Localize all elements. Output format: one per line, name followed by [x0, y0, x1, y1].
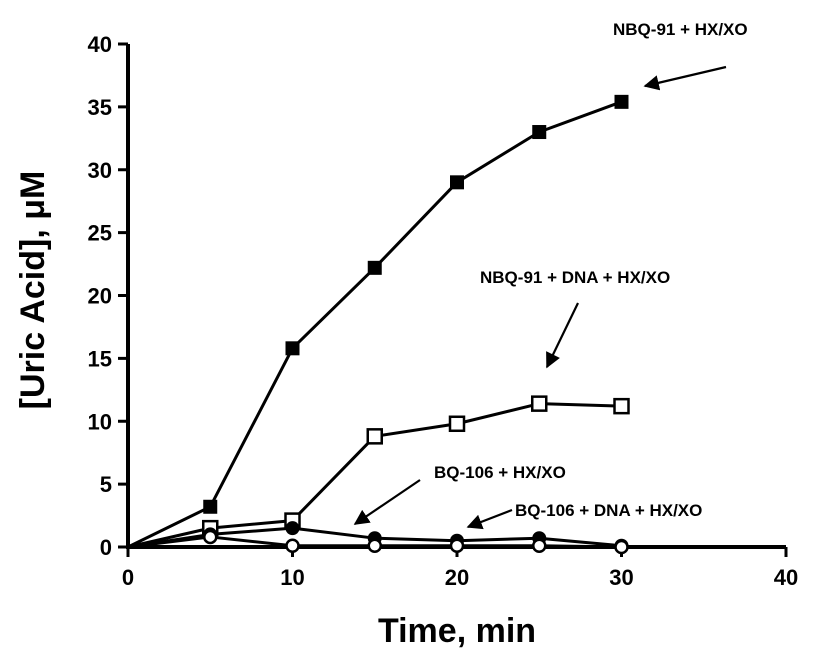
data-point [613, 397, 630, 415]
annotation-bq106-dna-hxxo: BQ-106 + DNA + HX/XO [515, 501, 702, 520]
annotation-bq106-hxxo: BQ-106 + HX/XO [434, 463, 566, 482]
annotation-nbq91-dna-hxxo: NBQ-91 + DNA + HX/XO [480, 268, 670, 287]
arrow-bq106-hxxo [353, 479, 421, 525]
x-tick-label: 0 [122, 565, 134, 590]
y-tick-label: 15 [88, 346, 112, 371]
data-point [285, 538, 300, 553]
data-point [285, 521, 300, 536]
series-0 [127, 94, 629, 549]
series-3 [127, 529, 629, 555]
series-layer [127, 94, 630, 555]
y-tick-label: 30 [88, 158, 112, 183]
y-axis-title: [Uric Acid], μM [14, 171, 52, 410]
data-point [203, 499, 218, 514]
data-point [448, 415, 466, 433]
data-point [614, 94, 629, 109]
data-point [367, 260, 382, 275]
data-point [532, 125, 547, 140]
data-point [366, 428, 383, 445]
y-tick-label: 35 [88, 95, 112, 120]
y-tick-label: 5 [100, 472, 112, 497]
y-tick-label: 10 [88, 409, 112, 434]
y-tick-label: 0 [100, 535, 112, 560]
arrow-bq106-dna-hxxo [466, 508, 513, 530]
y-tick-label: 20 [88, 284, 112, 309]
data-point [531, 395, 548, 412]
arrow-nbq91-hxxo [643, 65, 727, 91]
x-tick-label: 40 [774, 565, 798, 590]
annotation-nbq91-hxxo: NBQ-91 + HX/XO [613, 20, 748, 39]
arrow-nbq91-dna-hxxo [546, 302, 579, 369]
data-point [449, 538, 465, 553]
data-point [367, 538, 382, 553]
x-tick-label: 10 [280, 565, 304, 590]
data-point [203, 529, 218, 545]
y-tick-label: 40 [88, 32, 112, 57]
x-axis-title: Time, min [378, 612, 536, 650]
data-point [285, 341, 300, 356]
data-point [450, 175, 464, 190]
data-point [532, 538, 547, 553]
data-point [614, 539, 629, 555]
x-tick-label: 20 [445, 565, 469, 590]
ticks: 0 10 20 30 40 0 5 10 15 20 25 30 35 40 [88, 32, 799, 590]
x-tick-label: 30 [609, 565, 633, 590]
y-tick-label: 25 [88, 221, 112, 246]
